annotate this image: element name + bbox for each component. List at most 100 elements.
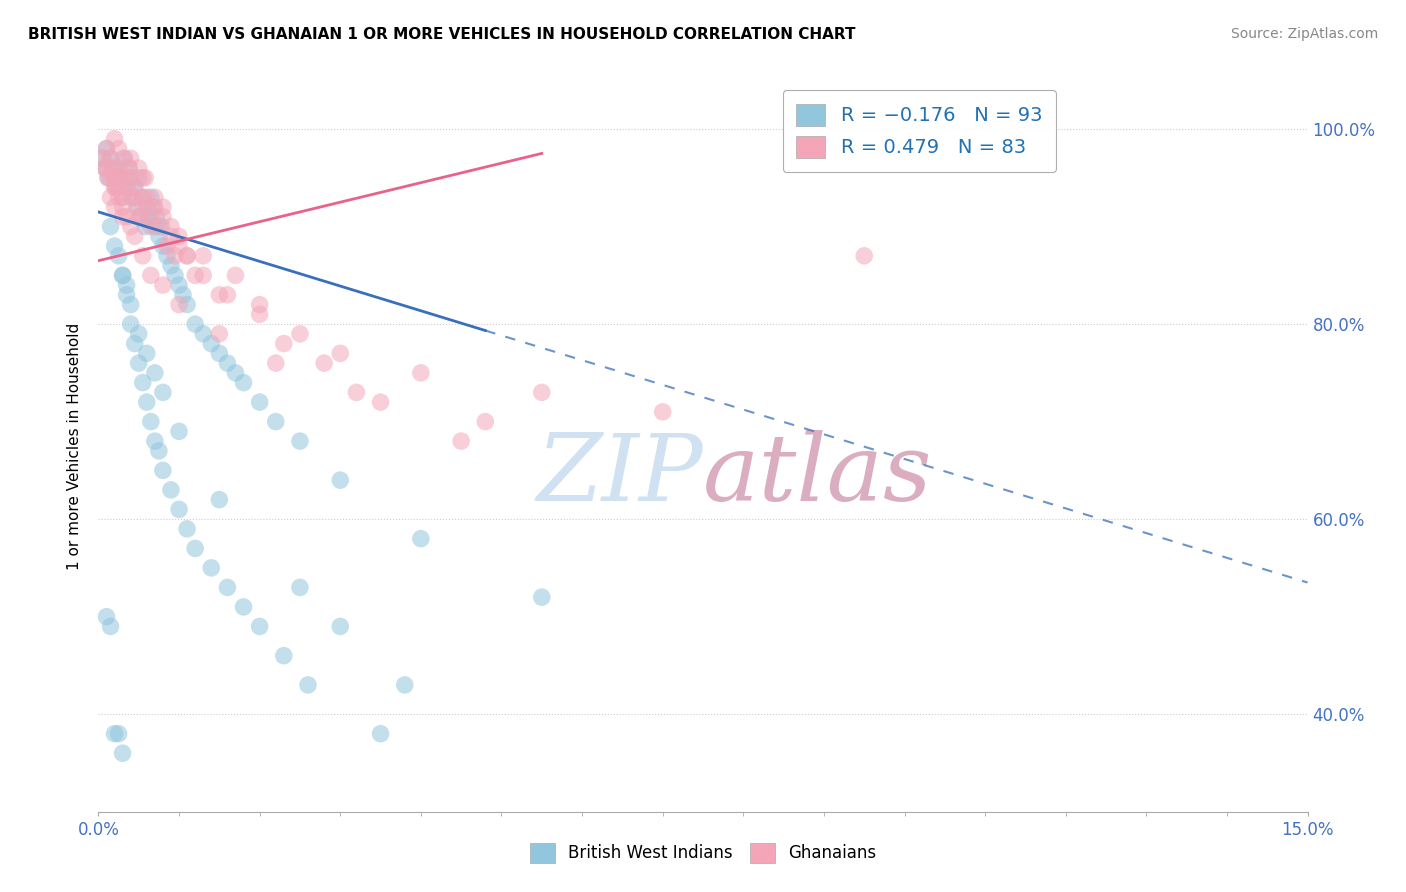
Point — [107, 727, 129, 741]
Point — [139, 219, 162, 234]
Point — [101, 161, 124, 175]
Point — [91, 151, 114, 165]
Point — [143, 434, 166, 449]
Point — [208, 326, 231, 341]
Point — [288, 581, 311, 595]
Point — [160, 219, 183, 234]
Point — [120, 151, 142, 165]
Point — [148, 219, 170, 234]
Point — [288, 434, 311, 449]
Point — [100, 170, 122, 185]
Point — [163, 268, 186, 283]
Point — [167, 278, 190, 293]
Point — [124, 180, 146, 194]
Point — [139, 210, 162, 224]
Point — [91, 151, 114, 165]
Point — [107, 161, 129, 175]
Point — [148, 443, 170, 458]
Point — [115, 210, 138, 224]
Point — [111, 190, 134, 204]
Point — [103, 170, 125, 185]
Point — [217, 581, 239, 595]
Point — [132, 170, 155, 185]
Point — [148, 229, 170, 244]
Point — [115, 170, 138, 185]
Point — [264, 415, 287, 429]
Point — [314, 356, 336, 370]
Point — [450, 434, 472, 449]
Point — [120, 297, 142, 311]
Point — [132, 376, 155, 390]
Point — [152, 278, 174, 293]
Point — [124, 190, 146, 204]
Point — [94, 161, 117, 175]
Point — [145, 210, 167, 224]
Point — [132, 249, 155, 263]
Point — [94, 161, 117, 175]
Point — [110, 170, 132, 185]
Point — [128, 356, 150, 370]
Point — [111, 268, 134, 283]
Point — [120, 219, 142, 234]
Point — [273, 336, 295, 351]
Point — [134, 170, 156, 185]
Point — [128, 210, 150, 224]
Point — [96, 161, 118, 175]
Point — [135, 200, 157, 214]
Point — [224, 366, 246, 380]
Point — [120, 317, 142, 331]
Point — [97, 170, 120, 185]
Point — [115, 180, 138, 194]
Point — [143, 200, 166, 214]
Point — [121, 190, 143, 204]
Point — [135, 190, 157, 204]
Point — [200, 561, 222, 575]
Point — [135, 200, 157, 214]
Point — [135, 346, 157, 360]
Point — [370, 727, 392, 741]
Text: atlas: atlas — [703, 430, 932, 520]
Point — [100, 151, 122, 165]
Text: ZIP: ZIP — [536, 430, 703, 520]
Point — [184, 317, 207, 331]
Point — [160, 229, 183, 244]
Point — [193, 268, 215, 283]
Point — [651, 405, 673, 419]
Point — [105, 180, 128, 194]
Point — [128, 161, 150, 175]
Point — [103, 180, 125, 194]
Point — [107, 180, 129, 194]
Point — [143, 219, 166, 234]
Point — [111, 190, 134, 204]
Point — [132, 190, 155, 204]
Point — [167, 297, 190, 311]
Point — [160, 259, 183, 273]
Point — [329, 473, 352, 487]
Y-axis label: 1 or more Vehicles in Household: 1 or more Vehicles in Household — [67, 322, 83, 570]
Point — [112, 151, 135, 165]
Point — [100, 151, 122, 165]
Point — [128, 326, 150, 341]
Point — [103, 727, 125, 741]
Point — [105, 180, 128, 194]
Point — [249, 307, 271, 321]
Point — [152, 210, 174, 224]
Point — [200, 336, 222, 351]
Text: Source: ZipAtlas.com: Source: ZipAtlas.com — [1230, 27, 1378, 41]
Point — [208, 288, 231, 302]
Point — [176, 297, 198, 311]
Point — [111, 210, 134, 224]
Point — [853, 249, 876, 263]
Point — [132, 190, 155, 204]
Point — [143, 190, 166, 204]
Point — [107, 249, 129, 263]
Point — [124, 180, 146, 194]
Point — [100, 219, 122, 234]
Point — [329, 346, 352, 360]
Point — [111, 200, 134, 214]
Point — [232, 599, 254, 614]
Point — [297, 678, 319, 692]
Point — [208, 346, 231, 360]
Point — [394, 678, 416, 692]
Point — [121, 190, 143, 204]
